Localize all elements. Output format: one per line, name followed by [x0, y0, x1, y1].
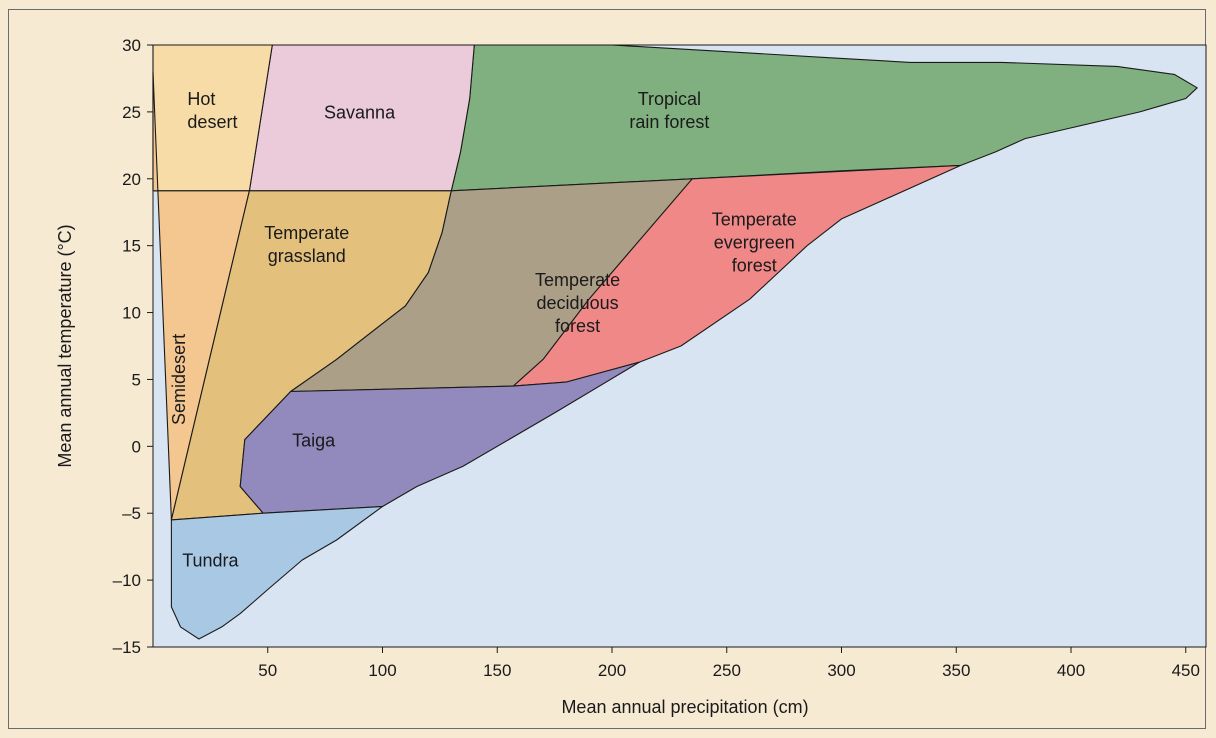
- biome-region: [239, 361, 641, 514]
- biome-region: [170, 505, 384, 640]
- biome-labels: Tropical rain forest Savanna Hot desert Semid…: [169, 89, 797, 571]
- y-tick-label: 10: [122, 304, 141, 323]
- y-tick-label: –5: [122, 504, 141, 523]
- biome-label: Tropical rain forest: [629, 89, 709, 132]
- y-tick-label: 5: [132, 370, 141, 389]
- x-tick-label: 100: [368, 661, 396, 680]
- x-tick-label: 300: [827, 661, 855, 680]
- biome-label: Taiga: [292, 430, 336, 450]
- x-tick-label: 150: [483, 661, 511, 680]
- x-tick-label: 350: [942, 661, 970, 680]
- y-tick-label: –15: [113, 638, 141, 657]
- x-tick-label: 250: [713, 661, 741, 680]
- biome-regions: [152, 44, 1198, 640]
- biome-label: Temperate deciduous forest: [535, 270, 620, 336]
- y-axis-ticks: 30 25 20 15 10 5 0 –5 –10 –15: [113, 36, 153, 657]
- x-tick-label: 50: [258, 661, 277, 680]
- x-tick-label: 400: [1057, 661, 1085, 680]
- y-axis-label: Mean annual temperature (°C): [55, 224, 75, 467]
- x-axis-ticks: 50 100 150 200 250 300 350 400 450: [258, 647, 1200, 680]
- x-axis-label: Mean annual precipitation (cm): [561, 697, 808, 717]
- y-tick-label: 0: [132, 437, 141, 456]
- x-tick-label: 200: [598, 661, 626, 680]
- y-tick-label: 25: [122, 103, 141, 122]
- biome-label: Temperate grassland: [264, 223, 349, 266]
- x-tick-label: 450: [1172, 661, 1200, 680]
- y-tick-label: –10: [113, 571, 141, 590]
- biome-label: Tundra: [182, 551, 239, 571]
- y-tick-label: 15: [122, 237, 141, 256]
- biome-label: Semidesert: [169, 334, 189, 425]
- y-tick-label: 20: [122, 170, 141, 189]
- y-tick-label: 30: [122, 36, 141, 55]
- biome-label: Temperate evergreen forest: [712, 210, 797, 276]
- biome-label: Hot desert: [187, 89, 237, 132]
- biome-label: Savanna: [324, 103, 396, 123]
